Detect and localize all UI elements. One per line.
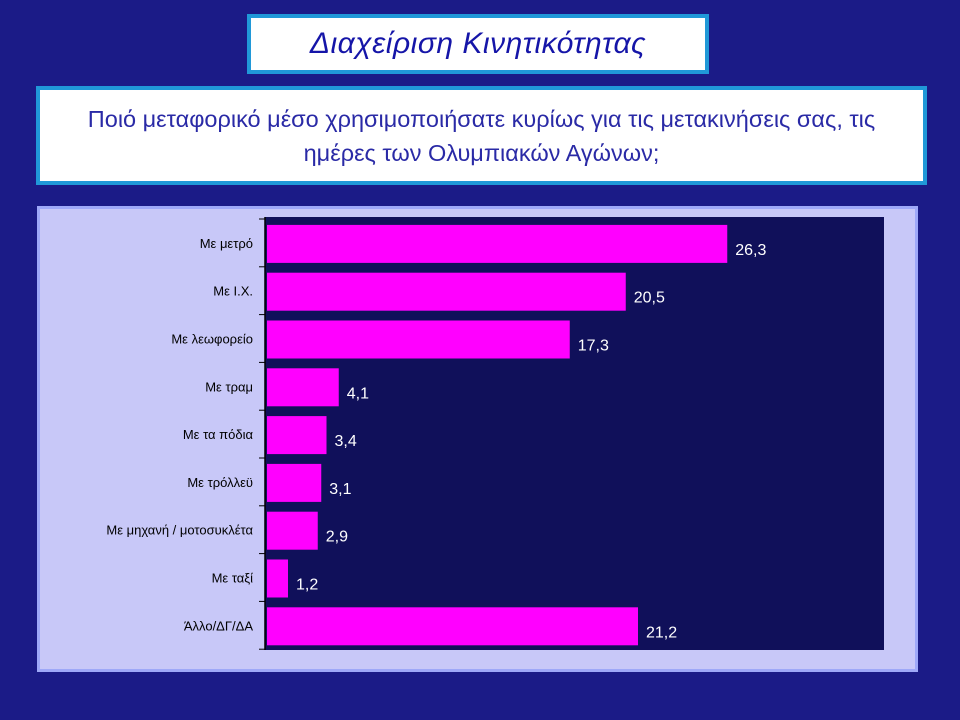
value-label: 4,1 — [347, 385, 369, 402]
category-label: Με τρόλλεϋ — [187, 475, 253, 490]
bar-4 — [267, 416, 327, 455]
slide-title: Διαχείριση Κινητικότητας — [309, 27, 647, 60]
bar-7 — [267, 559, 288, 598]
bar-6 — [267, 511, 318, 550]
category-label: Με τα πόδια — [183, 427, 254, 442]
value-label: 17,3 — [578, 338, 609, 355]
question-box: Ποιό μεταφορικό μέσο χρησιμοποιήσατε κυρ… — [36, 86, 927, 185]
category-label: Με μηχανή / μοτοσυκλέτα — [106, 523, 253, 538]
value-label: 3,4 — [335, 433, 357, 450]
bar-1 — [267, 272, 626, 311]
category-label: Με τραμ — [205, 379, 253, 394]
bar-3 — [267, 368, 339, 407]
value-label: 20,5 — [634, 290, 665, 307]
category-label: Με ταξί — [212, 571, 254, 586]
title-box: Διαχείριση Κινητικότητας — [247, 14, 709, 74]
bar-0 — [267, 224, 728, 263]
value-label: 3,1 — [329, 481, 351, 498]
value-label: 21,2 — [646, 624, 677, 641]
category-label: Με μετρό — [200, 236, 253, 251]
bar-5 — [267, 463, 322, 502]
value-label: 2,9 — [326, 529, 348, 546]
survey-question: Ποιό μεταφορικό μέσο χρησιμοποιήσατε κυρ… — [87, 105, 876, 166]
bar-2 — [267, 320, 570, 359]
category-label: Άλλο/ΔΓ/ΔΑ — [184, 618, 253, 633]
value-label: 26,3 — [735, 242, 766, 259]
value-label: 1,2 — [296, 577, 318, 594]
category-label: Με λεωφορείο — [171, 332, 253, 347]
bar-8 — [267, 607, 638, 646]
category-label: Με Ι.Χ. — [213, 284, 253, 299]
